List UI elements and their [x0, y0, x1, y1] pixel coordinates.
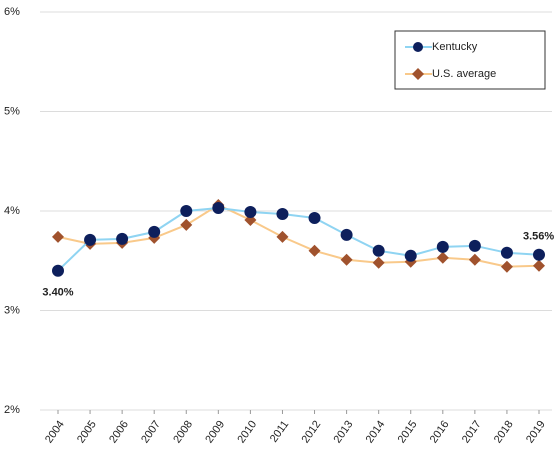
y-tick-label: 3% [4, 304, 20, 316]
series-line [57, 207, 540, 272]
data-point [436, 251, 449, 264]
data-point [468, 253, 481, 266]
x-tick-label: 2019 [524, 419, 548, 446]
data-point [180, 218, 193, 231]
data-point [404, 249, 417, 262]
x-tick-label: 2013 [332, 419, 356, 446]
data-point [533, 259, 545, 272]
legend-box [394, 30, 546, 90]
legend: Kentucky U.S. average [394, 30, 546, 90]
data-point [212, 202, 225, 215]
x-tick-label: 2015 [396, 419, 420, 446]
x-tick-label: 2010 [235, 419, 259, 446]
x-tick-label: 2004 [43, 419, 67, 446]
series-line [57, 203, 540, 268]
legend-label: U.S. average [432, 68, 496, 80]
x-tick-label: 2012 [299, 419, 323, 446]
data-point [340, 253, 353, 266]
y-tick-label: 2% [4, 404, 20, 416]
data-point [468, 239, 481, 252]
data-point [308, 211, 321, 224]
data-point [372, 244, 385, 257]
data-point [500, 246, 513, 259]
data-label: 3.56% [523, 231, 554, 243]
data-point [52, 264, 64, 277]
x-tick-label: 2007 [139, 419, 163, 446]
data-point [308, 244, 321, 257]
data-point [148, 225, 161, 238]
data-point [436, 240, 449, 253]
data-point [276, 230, 289, 243]
legend-label: Kentucky [432, 41, 478, 53]
x-tick-label: 2016 [428, 419, 452, 446]
legend-marker [413, 42, 423, 52]
x-tick-label: 2006 [107, 419, 131, 446]
y-tick-label: 6% [4, 6, 20, 18]
data-point [244, 205, 257, 218]
x-tick-label: 2009 [203, 419, 227, 446]
legend-marker [412, 68, 424, 80]
y-tick-label: 5% [4, 105, 20, 117]
data-point [52, 230, 64, 243]
data-point [84, 233, 97, 246]
x-tick-label: 2017 [460, 419, 484, 446]
x-tick-label: 2008 [171, 419, 195, 446]
data-label: 3.40% [42, 287, 73, 299]
data-point [340, 228, 353, 241]
data-point [180, 205, 193, 217]
data-point [500, 260, 513, 273]
x-tick-label: 2014 [364, 419, 388, 446]
data-point [533, 248, 545, 261]
x-tick-label: 2018 [492, 419, 516, 446]
x-tick-label: 2005 [75, 419, 99, 446]
y-tick-label: 4% [4, 205, 20, 217]
data-point [276, 207, 289, 220]
data-point [116, 232, 129, 245]
data-point [372, 256, 385, 269]
x-tick-label: 2011 [268, 419, 291, 445]
